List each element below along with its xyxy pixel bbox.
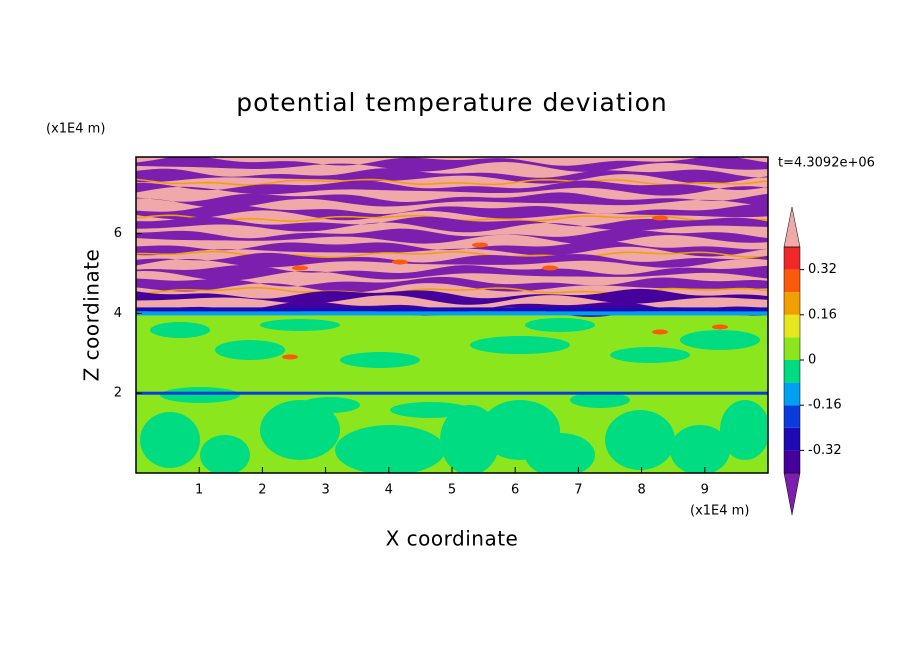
field-region — [136, 192, 768, 209]
y-unit: (x1E4 m) — [46, 122, 105, 137]
x-tick-label: 5 — [448, 483, 456, 498]
field-region — [392, 259, 408, 265]
field-region — [215, 340, 285, 360]
colorbar-tick-label: 0.32 — [808, 262, 837, 277]
field-region — [720, 400, 768, 460]
colorbar-tick-label: -0.16 — [808, 398, 842, 413]
field-region — [136, 250, 768, 259]
x-tick-label: 4 — [385, 483, 393, 498]
field-region — [282, 354, 298, 360]
colorbar-extend — [783, 472, 801, 516]
colorbar-swatch — [784, 269, 800, 293]
field-region — [525, 318, 595, 332]
field-region — [136, 307, 768, 312]
field-region — [136, 180, 768, 196]
field-region — [136, 228, 768, 245]
x-tick-label: 9 — [701, 483, 709, 498]
field-region — [390, 402, 470, 418]
field-region — [260, 400, 340, 460]
colorbar-tick-label: 0 — [808, 353, 816, 368]
field-region — [136, 168, 768, 184]
colorbar-swatch — [784, 450, 800, 473]
x-tick-label: 2 — [258, 483, 266, 498]
field-region — [136, 276, 768, 293]
field-region — [200, 435, 250, 473]
contour-field — [136, 157, 768, 473]
time-annotation: t=4.3092e+06 — [778, 156, 875, 171]
field-region — [292, 265, 308, 271]
x-tick-label: 1 — [195, 483, 203, 498]
field-region — [136, 391, 768, 395]
field-region — [136, 252, 768, 268]
colorbar-swatch — [784, 247, 800, 270]
colorbar-swatch — [784, 292, 800, 315]
field-region — [335, 425, 445, 473]
field-region — [652, 215, 668, 221]
field-region — [680, 330, 760, 350]
colorbar-tick-label: -0.32 — [808, 443, 842, 458]
field-region — [712, 324, 728, 330]
field-region — [472, 242, 488, 248]
y-tick-label: 6 — [114, 226, 122, 241]
x-tick-label: 3 — [321, 483, 329, 498]
x-unit: (x1E4 m) — [690, 504, 749, 519]
y-axis-title: Z coordinate — [80, 249, 104, 382]
field-region — [136, 157, 768, 172]
field-region — [136, 286, 768, 295]
colorbar-swatch — [784, 314, 800, 338]
colorbar-extend — [783, 206, 801, 248]
field-region — [136, 204, 768, 221]
field-region — [610, 347, 690, 363]
field-region — [470, 336, 570, 354]
colorbar-swatch — [784, 382, 800, 406]
colorbar-swatch — [784, 337, 800, 360]
colorbar-swatch — [784, 360, 800, 383]
colorbar-swatch — [784, 405, 800, 428]
field-region — [160, 387, 240, 403]
field-region — [136, 216, 768, 233]
field-region — [570, 392, 630, 408]
field-region — [605, 410, 675, 470]
colorbar-tick-label: 0.16 — [808, 307, 837, 322]
field-region — [542, 265, 558, 271]
field-region — [525, 433, 595, 473]
x-tick-label: 6 — [511, 483, 519, 498]
y-tick-label: 4 — [114, 306, 122, 321]
y-tick-label: 2 — [114, 386, 122, 401]
field-region — [136, 288, 768, 305]
x-tick-label: 7 — [574, 483, 582, 498]
chart-title: potential temperature deviation — [236, 88, 667, 117]
field-region — [670, 425, 730, 473]
colorbar-swatch — [784, 427, 800, 451]
field-region — [652, 329, 668, 335]
field-region — [340, 352, 420, 368]
field-region — [260, 319, 340, 331]
field-region — [136, 311, 768, 316]
x-axis-title: X coordinate — [386, 527, 519, 551]
field-region — [150, 322, 210, 338]
field-region — [136, 240, 768, 257]
x-tick-label: 8 — [637, 483, 645, 498]
field-region — [140, 412, 200, 468]
field-region — [136, 264, 768, 281]
field-region — [300, 397, 360, 413]
